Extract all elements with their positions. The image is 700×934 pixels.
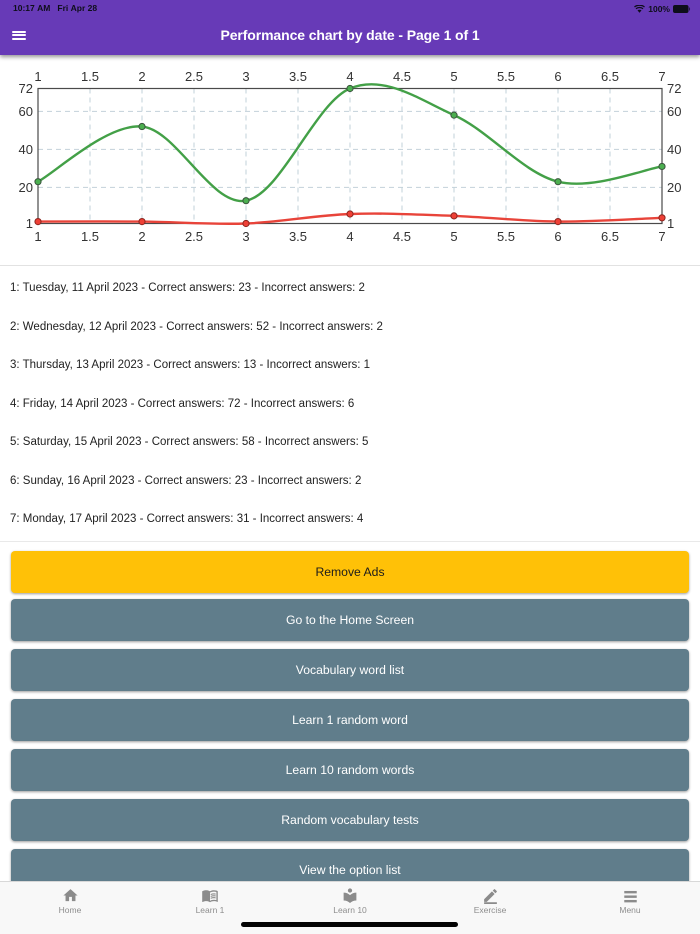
svg-text:2.5: 2.5 [185,69,203,84]
svg-text:60: 60 [667,104,681,119]
svg-text:4: 4 [346,69,353,84]
svg-text:4.5: 4.5 [393,69,411,84]
svg-text:72: 72 [667,81,681,96]
svg-text:4.5: 4.5 [393,229,411,244]
svg-text:2: 2 [138,69,145,84]
svg-text:40: 40 [19,142,33,157]
svg-text:1: 1 [34,69,41,84]
svg-text:5: 5 [450,69,457,84]
svg-text:60: 60 [19,104,33,119]
svg-text:7: 7 [658,229,665,244]
svg-text:1.5: 1.5 [81,69,99,84]
svg-text:1: 1 [26,216,33,231]
svg-text:2.5: 2.5 [185,229,203,244]
svg-text:4: 4 [346,229,353,244]
svg-text:5: 5 [450,229,457,244]
svg-text:3: 3 [242,69,249,84]
svg-text:1: 1 [667,216,674,231]
svg-text:20: 20 [19,180,33,195]
svg-text:40: 40 [667,142,681,157]
svg-text:20: 20 [667,180,681,195]
svg-text:2: 2 [138,229,145,244]
svg-text:5.5: 5.5 [497,229,515,244]
svg-text:6: 6 [554,229,561,244]
svg-text:1: 1 [34,229,41,244]
svg-text:6.5: 6.5 [601,229,619,244]
svg-text:7: 7 [658,69,665,84]
svg-text:1.5: 1.5 [81,229,99,244]
svg-text:6: 6 [554,69,561,84]
svg-text:72: 72 [19,81,33,96]
svg-text:3.5: 3.5 [289,229,307,244]
svg-text:3: 3 [242,229,249,244]
svg-text:5.5: 5.5 [497,69,515,84]
svg-text:3.5: 3.5 [289,69,307,84]
svg-text:6.5: 6.5 [601,69,619,84]
